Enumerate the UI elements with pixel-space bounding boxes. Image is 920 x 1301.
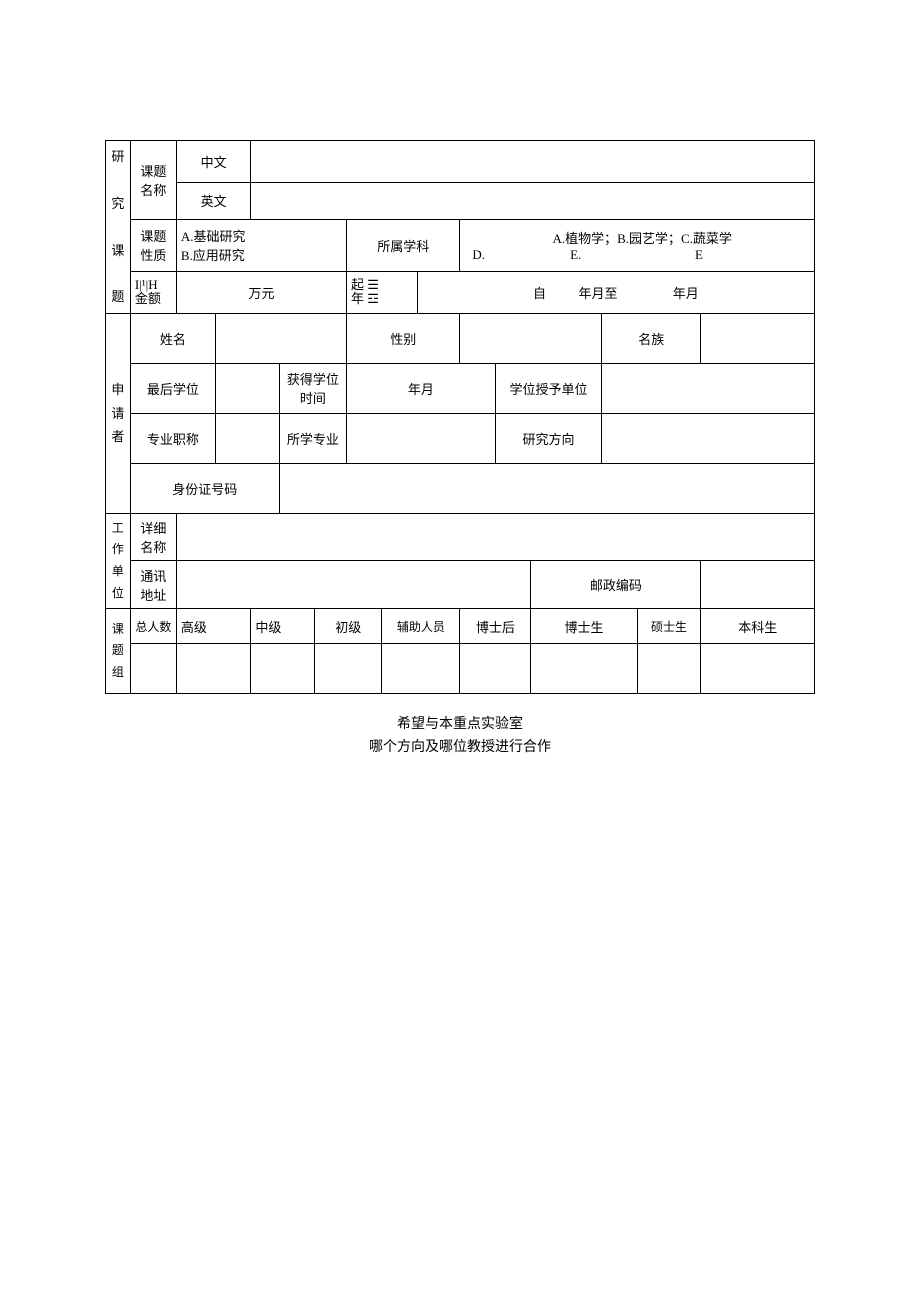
label-postdoc: 博士后	[460, 609, 531, 644]
value-topic-cn	[251, 141, 815, 183]
label-chinese: 中文	[176, 141, 250, 183]
label-detail-name: 详细名称	[130, 513, 176, 561]
footer-line2: 哪个方向及哪位教授进行合作	[105, 737, 815, 759]
value-amount: 万元	[176, 271, 346, 313]
label-english: 英文	[176, 182, 250, 219]
value-address	[176, 561, 530, 609]
value-duration: 自 年月至 年月	[417, 271, 814, 313]
value-postdoc	[460, 644, 531, 694]
row-address: 通讯地址 邮政编码	[106, 561, 815, 609]
label-last-degree: 最后学位	[130, 363, 215, 413]
label-degree-unit: 学位授予单位	[495, 363, 601, 413]
section-workunit: 工作单位	[106, 513, 131, 608]
subject-e1: E.	[570, 247, 692, 263]
label-name: 姓名	[130, 313, 215, 363]
subject-line1: A.植物学；B.园艺学；C.蔬菜学	[464, 228, 810, 247]
value-gender	[460, 313, 602, 363]
section-group: 课题组	[106, 609, 131, 694]
label-direction: 研究方向	[495, 413, 601, 463]
footer-text: 希望与本重点实验室 哪个方向及哪位教授进行合作	[105, 714, 815, 759]
value-name	[215, 313, 346, 363]
label-mid: 中级	[251, 609, 315, 644]
subject-e2: E	[695, 247, 703, 263]
value-phd	[531, 644, 637, 694]
label-degree-time: 获得学位时间	[279, 363, 346, 413]
value-mid	[251, 644, 315, 694]
row-topic-en: 英文	[106, 182, 815, 219]
label-amount: I|¹|H 金额	[130, 271, 176, 313]
row-topic-cn: 研 究 课 题 课题名称 中文	[106, 141, 815, 183]
label-startyear: 起 ☰ 年 ☲	[347, 271, 418, 313]
row-id: 身份证号码	[106, 463, 815, 513]
row-name: 申请者 姓名 性别 名族	[106, 313, 815, 363]
label-major: 所学专业	[279, 413, 346, 463]
row-degree: 最后学位 获得学位时间 年月 学位授予单位	[106, 363, 815, 413]
label-master: 硕士生	[637, 609, 701, 644]
section-applicant: 申请者	[106, 313, 131, 513]
row-group-data	[106, 644, 815, 694]
footer-line1: 希望与本重点实验室	[105, 714, 815, 736]
value-last-degree	[215, 363, 279, 413]
value-topic-en	[251, 182, 815, 219]
label-junior: 初级	[315, 609, 382, 644]
application-form-table: 研 究 课 题 课题名称 中文 英文 课题性质 A.基础研究 B.应用研究 所属…	[105, 140, 815, 694]
value-master	[637, 644, 701, 694]
row-title: 专业职称 所学专业 研究方向	[106, 413, 815, 463]
value-assistant	[382, 644, 460, 694]
label-address: 通讯地址	[130, 561, 176, 609]
label-title: 专业职称	[130, 413, 215, 463]
value-total	[130, 644, 176, 694]
value-degree-unit	[602, 363, 815, 413]
label-undergrad: 本科生	[701, 609, 815, 644]
label-total: 总人数	[130, 609, 176, 644]
label-gender: 性别	[347, 313, 460, 363]
row-workname: 工作单位 详细名称	[106, 513, 815, 561]
value-id	[279, 463, 814, 513]
value-nature-options: A.基础研究 B.应用研究	[176, 219, 346, 271]
label-id: 身份证号码	[130, 463, 279, 513]
value-title	[215, 413, 279, 463]
subject-line2: D. E. E	[464, 247, 810, 263]
label-senior: 高级	[176, 609, 250, 644]
value-postcode	[701, 561, 815, 609]
label-topic-nature: 课题性质	[130, 219, 176, 271]
label-assistant: 辅助人员	[382, 609, 460, 644]
value-detail-name	[176, 513, 814, 561]
section-research: 研 究 课 题	[106, 141, 131, 314]
value-junior	[315, 644, 382, 694]
row-amount: I|¹|H 金额 万元 起 ☰ 年 ☲ 自 年月至 年月	[106, 271, 815, 313]
label-ethnicity: 名族	[602, 313, 701, 363]
row-group-header: 课题组 总人数 高级 中级 初级 辅助人员 博士后 博士生 硕士生 本科生	[106, 609, 815, 644]
row-nature: 课题性质 A.基础研究 B.应用研究 所属学科 A.植物学；B.园艺学；C.蔬菜…	[106, 219, 815, 271]
label-postcode: 邮政编码	[531, 561, 701, 609]
value-degree-time: 年月	[347, 363, 496, 413]
value-major	[347, 413, 496, 463]
value-undergrad	[701, 644, 815, 694]
value-direction	[602, 413, 815, 463]
subject-d: D.	[472, 247, 567, 263]
label-phd: 博士生	[531, 609, 637, 644]
value-senior	[176, 644, 250, 694]
label-topic-name: 课题名称	[130, 141, 176, 220]
value-ethnicity	[701, 313, 815, 363]
label-subject: 所属学科	[347, 219, 460, 271]
value-subject-options: A.植物学；B.园艺学；C.蔬菜学 D. E. E	[460, 219, 815, 271]
